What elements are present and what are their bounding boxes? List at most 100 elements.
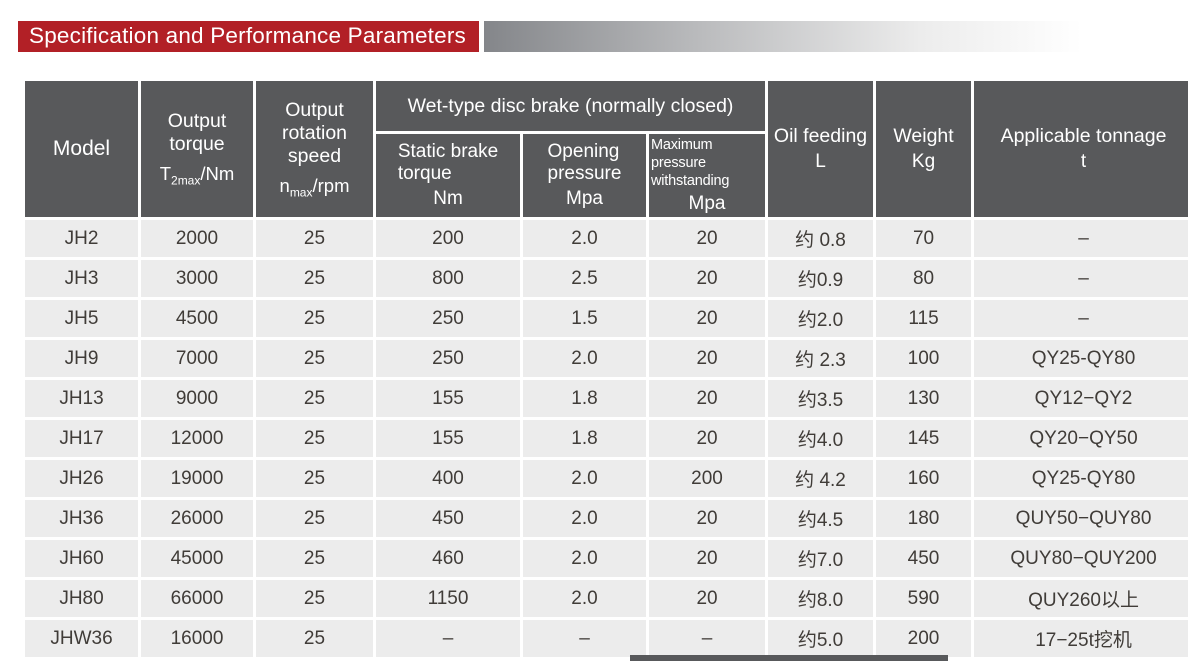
cell-model: JHW36	[25, 620, 138, 658]
cell-static-brake: 250	[376, 300, 520, 338]
table-row: JH13 9000 25 155 1.8 20 约3.5 130 QY12−QY…	[25, 380, 1188, 418]
cell-oil-feeding: 约 4.2	[768, 460, 874, 498]
cell-output-speed: 25	[256, 420, 373, 458]
cell-opening-pressure: 2.0	[523, 580, 646, 618]
cell-output-speed: 25	[256, 300, 373, 338]
cell-opening-pressure: –	[523, 620, 646, 658]
col-header-model: Model	[25, 81, 138, 218]
cell-opening-pressure: 1.8	[523, 420, 646, 458]
header-unit: Mpa	[566, 188, 603, 210]
cell-opening-pressure: 2.0	[523, 500, 646, 538]
cell-static-brake: 200	[376, 220, 520, 258]
table-row: JH80 66000 25 1150 2.0 20 约8.0 590 QUY26…	[25, 580, 1188, 618]
section-title-row: Specification and Performance Parameters	[18, 21, 1188, 52]
cell-opening-pressure: 2.0	[523, 340, 646, 378]
header-label: Applicable tonnage	[1000, 125, 1167, 148]
header-unit: Nm	[433, 188, 463, 210]
cell-model: JH3	[25, 260, 138, 298]
header-symbol: T2max/Nm	[159, 163, 235, 189]
header-line: speed	[287, 144, 342, 167]
header-label: Maximum pressure withstanding	[651, 137, 730, 190]
cell-output-speed: 25	[256, 460, 373, 498]
col-header-brake-group: Wet-type disc brake (normally closed)	[376, 81, 766, 131]
header-unit: Mpa	[688, 193, 726, 215]
cell-max-pressure: 20	[649, 380, 766, 418]
col-header-applicable-tonnage: Applicable tonnage t	[974, 81, 1188, 218]
cell-oil-feeding: 约3.5	[768, 380, 874, 418]
cell-model: JH80	[25, 580, 138, 618]
cell-output-speed: 25	[256, 580, 373, 618]
cell-max-pressure: 200	[649, 460, 766, 498]
cell-output-torque: 12000	[141, 420, 253, 458]
col-header-max-pressure: Maximum pressure withstanding Mpa	[649, 134, 766, 218]
header-line: Output	[285, 98, 344, 121]
cell-max-pressure: 20	[649, 500, 766, 538]
cell-opening-pressure: 2.0	[523, 540, 646, 578]
header-unit: L	[815, 151, 826, 173]
cell-tonnage: QY12−QY2	[974, 380, 1188, 418]
cell-static-brake: 155	[376, 380, 520, 418]
cell-oil-feeding: 约5.0	[768, 620, 874, 658]
table-row: JH60 45000 25 460 2.0 20 约7.0 450 QUY80−…	[25, 540, 1188, 578]
cell-oil-feeding: 约4.5	[768, 500, 874, 538]
cell-output-torque: 66000	[141, 580, 253, 618]
header-line: rotation	[281, 121, 348, 144]
cell-tonnage: QY20−QY50	[974, 420, 1188, 458]
cell-opening-pressure: 2.5	[523, 260, 646, 298]
cell-max-pressure: –	[649, 620, 766, 658]
cell-tonnage: –	[974, 220, 1188, 258]
cell-max-pressure: 20	[649, 340, 766, 378]
cell-opening-pressure: 2.0	[523, 220, 646, 258]
cell-tonnage: QUY260以上	[974, 580, 1188, 618]
header-row-sub: Static brake torque Nm Opening pressure …	[25, 134, 1188, 218]
header-symbol: nmax/rpm	[279, 174, 350, 200]
col-header-output-torque: Output torque T2max/Nm	[141, 81, 253, 218]
cell-weight: 450	[876, 540, 972, 578]
col-header-output-speed: Output rotation speed nmax/rpm	[256, 81, 373, 218]
cell-output-torque: 4500	[141, 300, 253, 338]
cell-static-brake: 460	[376, 540, 520, 578]
next-section-edge	[630, 655, 948, 661]
header-line: torque	[169, 133, 225, 156]
cell-tonnage: –	[974, 260, 1188, 298]
cell-max-pressure: 20	[649, 260, 766, 298]
header-line: Output	[167, 110, 227, 133]
cell-model: JH9	[25, 340, 138, 378]
cell-oil-feeding: 约 2.3	[768, 340, 874, 378]
col-header-oil-feeding: Oil feeding L	[768, 81, 874, 218]
cell-static-brake: 400	[376, 460, 520, 498]
table-row: JH3 3000 25 800 2.5 20 约0.9 80 –	[25, 260, 1188, 298]
cell-output-torque: 7000	[141, 340, 253, 378]
cell-opening-pressure: 1.5	[523, 300, 646, 338]
table-row: JH9 7000 25 250 2.0 20 约 2.3 100 QY25-QY…	[25, 340, 1188, 378]
cell-model: JH5	[25, 300, 138, 338]
cell-output-speed: 25	[256, 620, 373, 658]
col-header-weight: Weight Kg	[876, 81, 972, 218]
cell-tonnage: QY25-QY80	[974, 460, 1188, 498]
cell-weight: 160	[876, 460, 972, 498]
header-unit: t	[1080, 151, 1087, 173]
cell-model: JH26	[25, 460, 138, 498]
cell-max-pressure: 20	[649, 420, 766, 458]
header-label: Wet-type disc brake (normally closed)	[407, 94, 734, 117]
cell-output-torque: 19000	[141, 460, 253, 498]
cell-weight: 590	[876, 580, 972, 618]
cell-max-pressure: 20	[649, 300, 766, 338]
cell-weight: 100	[876, 340, 972, 378]
cell-oil-feeding: 约0.9	[768, 260, 874, 298]
table-row: JHW36 16000 25 – – – 约5.0 200 17−25t挖机	[25, 620, 1188, 658]
cell-output-speed: 25	[256, 340, 373, 378]
cell-opening-pressure: 1.8	[523, 380, 646, 418]
cell-tonnage: 17−25t挖机	[974, 620, 1188, 658]
cell-output-torque: 3000	[141, 260, 253, 298]
table-row: JH26 19000 25 400 2.0 200 约 4.2 160 QY25…	[25, 460, 1188, 498]
header-label: Oil feeding	[773, 125, 868, 148]
cell-oil-feeding: 约 0.8	[768, 220, 874, 258]
table-row: JH36 26000 25 450 2.0 20 约4.5 180 QUY50−…	[25, 500, 1188, 538]
cell-max-pressure: 20	[649, 220, 766, 258]
table-row: JH17 12000 25 155 1.8 20 约4.0 145 QY20−Q…	[25, 420, 1188, 458]
cell-static-brake: 250	[376, 340, 520, 378]
cell-output-speed: 25	[256, 220, 373, 258]
table-row: JH5 4500 25 250 1.5 20 约2.0 115 –	[25, 300, 1188, 338]
cell-weight: 180	[876, 500, 972, 538]
